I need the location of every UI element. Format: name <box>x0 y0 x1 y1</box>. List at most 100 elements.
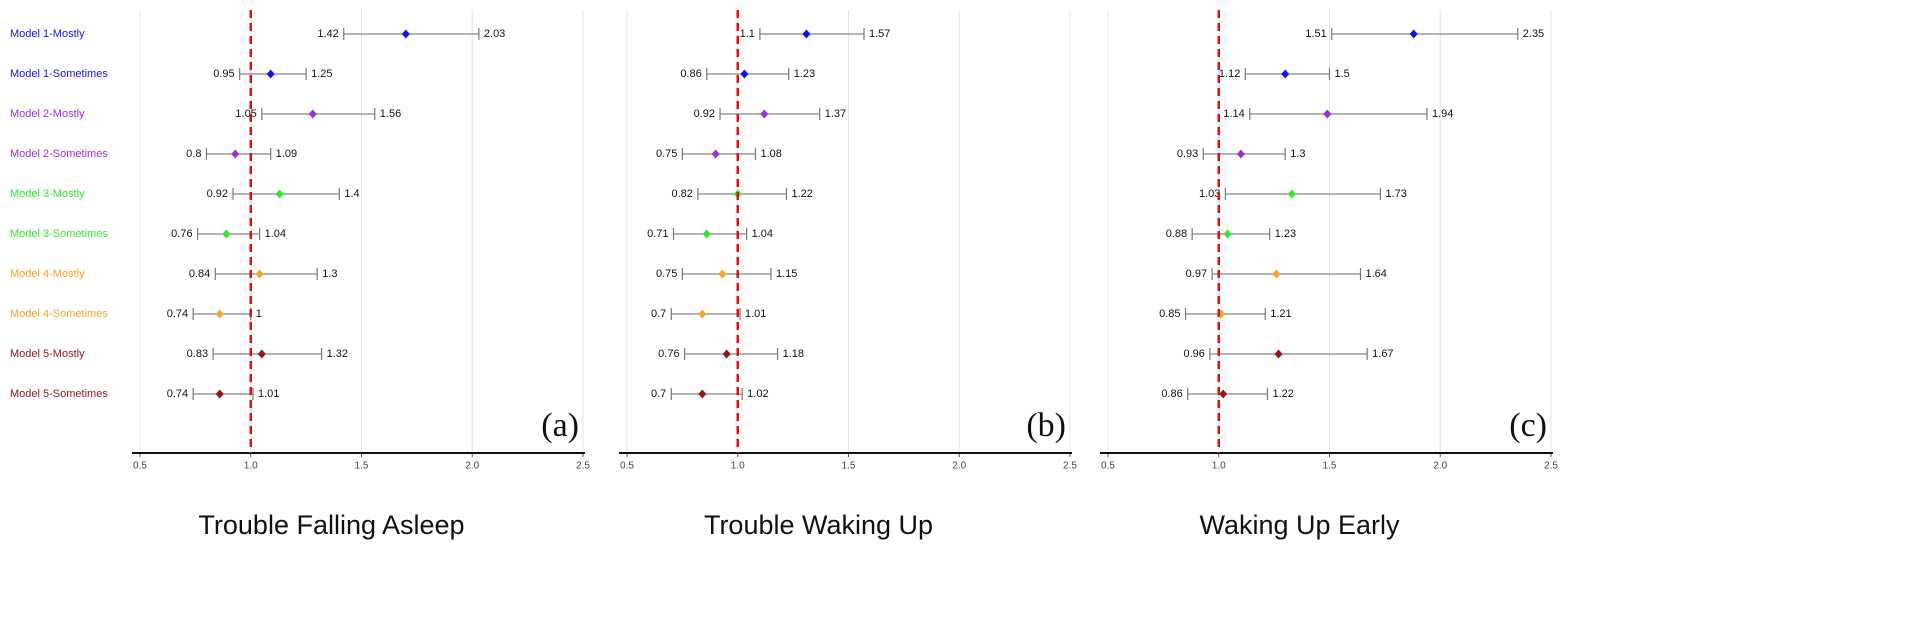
category-label: Model 5-Mostly <box>10 348 85 360</box>
lower-label: 1.14 <box>1223 108 1244 120</box>
category-label: Model 4-Sometimes <box>10 308 108 320</box>
lower-label: 0.92 <box>694 108 715 120</box>
lower-label: 0.82 <box>671 188 692 200</box>
x-tick-label: 1.0 <box>731 461 745 472</box>
estimate-point <box>215 309 224 319</box>
upper-label: 1.3 <box>322 268 337 280</box>
panel-label: (c) <box>1509 407 1547 444</box>
upper-label: 1.73 <box>1385 188 1406 200</box>
upper-label: 1.3 <box>1290 148 1305 160</box>
category-label: Model 2-Sometimes <box>10 148 108 160</box>
upper-label: 1.37 <box>825 108 846 120</box>
lower-label: 0.96 <box>1183 348 1204 360</box>
estimate-point <box>1281 69 1290 79</box>
upper-label: 1.94 <box>1432 108 1453 120</box>
estimate-point <box>1236 149 1245 159</box>
upper-label: 1.04 <box>752 228 773 240</box>
lower-label: 1.42 <box>317 28 338 40</box>
estimate-point <box>275 189 284 199</box>
category-label: Model 4-Mostly <box>10 268 85 280</box>
estimate-point <box>255 269 264 279</box>
lower-label: 0.97 <box>1186 268 1207 280</box>
estimate-point <box>740 69 749 79</box>
upper-label: 1.21 <box>1270 308 1291 320</box>
lower-label: 0.76 <box>658 348 679 360</box>
panel-label: (b) <box>1026 407 1066 444</box>
upper-label: 1.22 <box>1272 388 1293 400</box>
x-tick-label: 2.5 <box>1063 461 1077 472</box>
lower-label: 0.85 <box>1159 308 1180 320</box>
x-tick-label: 2.0 <box>465 461 479 472</box>
lower-label: 0.75 <box>656 148 677 160</box>
lower-label: 0.7 <box>651 388 666 400</box>
upper-label: 1.01 <box>745 308 766 320</box>
lower-label: 0.92 <box>207 188 228 200</box>
estimate-point <box>1274 349 1283 359</box>
lower-label: 0.83 <box>187 348 208 360</box>
upper-label: 1.08 <box>760 148 781 160</box>
x-tick-label: 0.5 <box>1101 461 1115 472</box>
estimate-point <box>1219 389 1228 399</box>
estimate-point <box>718 269 727 279</box>
category-label: Model 3-Mostly <box>10 188 85 200</box>
upper-label: 1.32 <box>327 348 348 360</box>
estimate-point <box>702 229 711 239</box>
lower-label: 0.74 <box>167 308 188 320</box>
lower-label: 0.8 <box>186 148 201 160</box>
x-tick-label: 1.5 <box>842 461 856 472</box>
lower-label: 1.03 <box>1199 188 1220 200</box>
upper-label: 1.15 <box>776 268 797 280</box>
category-label: Model 2-Mostly <box>10 108 85 120</box>
upper-label: 1.25 <box>311 68 332 80</box>
category-label: Model 5-Sometimes <box>10 388 108 400</box>
lower-label: 0.76 <box>171 228 192 240</box>
upper-label: 1.4 <box>344 188 359 200</box>
lower-label: 0.93 <box>1177 148 1198 160</box>
panel-title: Waking Up Early <box>1199 510 1400 540</box>
upper-label: 1.09 <box>276 148 297 160</box>
lower-label: 0.75 <box>656 268 677 280</box>
lower-label: 0.71 <box>647 228 668 240</box>
estimate-point <box>722 349 731 359</box>
estimate-point <box>308 109 317 119</box>
panel-label: (a) <box>541 407 579 444</box>
lower-label: 0.84 <box>189 268 210 280</box>
lower-label: 0.7 <box>651 308 666 320</box>
x-tick-label: 1.0 <box>244 461 258 472</box>
estimate-point <box>266 69 275 79</box>
category-label: Model 1-Mostly <box>10 28 85 40</box>
upper-label: 1.01 <box>258 388 279 400</box>
lower-label: 1.05 <box>235 108 256 120</box>
x-tick-label: 2.5 <box>1544 461 1558 472</box>
lower-label: 0.88 <box>1166 228 1187 240</box>
lower-label: 1.12 <box>1219 68 1240 80</box>
lower-label: 0.86 <box>1161 388 1182 400</box>
x-tick-label: 0.5 <box>133 461 147 472</box>
estimate-point <box>257 349 266 359</box>
x-tick-label: 1.5 <box>1323 461 1337 472</box>
estimate-point <box>1223 229 1232 239</box>
x-tick-label: 2.5 <box>576 461 590 472</box>
lower-label: 1.1 <box>740 28 755 40</box>
panel-title: Trouble Falling Asleep <box>198 510 464 540</box>
category-label: Model 1-Sometimes <box>10 68 108 80</box>
upper-label: 1.22 <box>791 188 812 200</box>
x-tick-label: 1.0 <box>1212 461 1226 472</box>
lower-label: 0.74 <box>167 388 188 400</box>
upper-label: 2.35 <box>1523 28 1544 40</box>
estimate-point <box>401 29 410 39</box>
upper-label: 1.67 <box>1372 348 1393 360</box>
lower-label: 0.86 <box>680 68 701 80</box>
upper-label: 1 <box>256 308 262 320</box>
upper-label: 1.18 <box>783 348 804 360</box>
upper-label: 1.56 <box>380 108 401 120</box>
upper-label: 1.57 <box>869 28 890 40</box>
estimate-point <box>222 229 231 239</box>
estimate-point <box>711 149 720 159</box>
upper-label: 1.23 <box>794 68 815 80</box>
x-tick-label: 2.0 <box>1433 461 1447 472</box>
category-label: Model 3-Sometimes <box>10 228 108 240</box>
upper-label: 1.64 <box>1366 268 1387 280</box>
upper-label: 1.5 <box>1335 68 1350 80</box>
